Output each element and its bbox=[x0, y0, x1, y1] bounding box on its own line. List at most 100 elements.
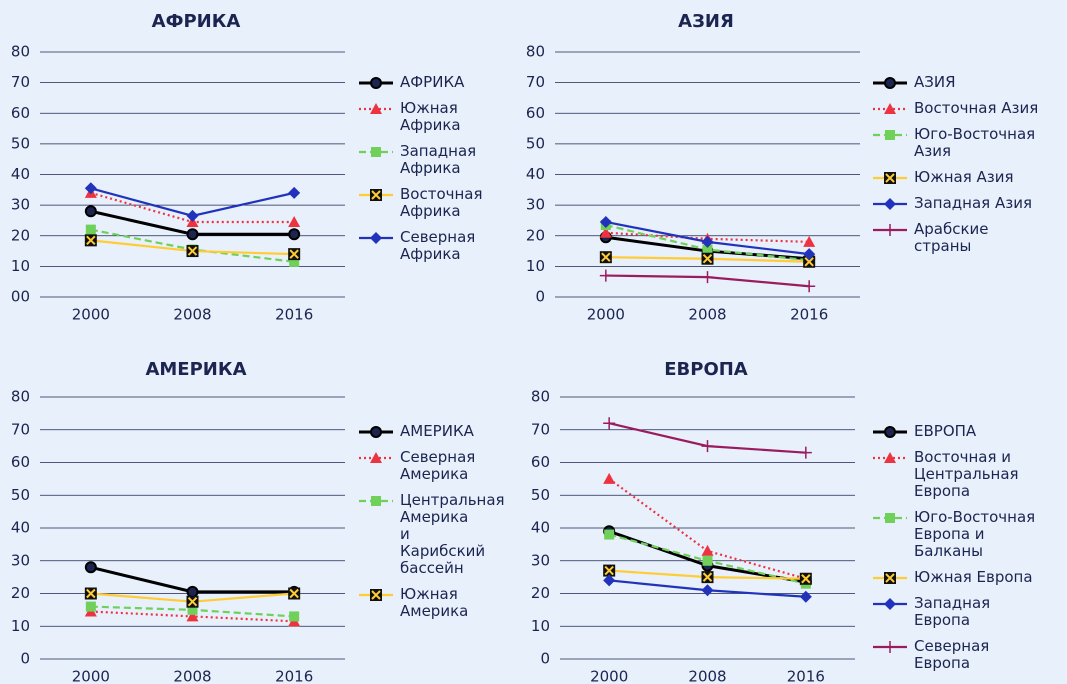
legend-item: Западная Африка bbox=[358, 142, 477, 177]
legend-label: Южная Азия bbox=[914, 168, 1014, 186]
y-tick-label: 60 bbox=[531, 453, 550, 471]
y-tick-label: 80 bbox=[11, 388, 30, 406]
legend-item: Центральная Америка и Карибский бассейн bbox=[358, 492, 505, 577]
legend-label: Юго-Восточная Азия bbox=[914, 125, 1036, 160]
marker-cross bbox=[604, 565, 614, 576]
legend-item: Северная Америка bbox=[358, 448, 476, 483]
marker bbox=[370, 426, 382, 438]
legend-item: Восточная Африка bbox=[358, 186, 483, 220]
y-tick-label: 60 bbox=[11, 104, 30, 122]
marker bbox=[84, 205, 97, 218]
y-tick-label: 60 bbox=[526, 104, 545, 122]
chart-title: ЕВРОПА bbox=[664, 359, 748, 380]
marker bbox=[599, 269, 612, 282]
marker-cross bbox=[289, 249, 299, 259]
marker bbox=[701, 440, 714, 453]
marker bbox=[370, 232, 382, 244]
legend-swatch bbox=[359, 452, 393, 463]
x-tick-label: 2016 bbox=[275, 306, 313, 324]
y-tick-label: 80 bbox=[531, 388, 550, 406]
legend-label: Южная Африка bbox=[400, 99, 461, 134]
marker-cross bbox=[801, 574, 811, 584]
marker-cross bbox=[289, 588, 299, 599]
legend-label: АМЕРИКА bbox=[400, 422, 474, 440]
legend-item: АЗИЯ bbox=[872, 74, 1042, 91]
legend-item: Юго-Восточная Азия bbox=[872, 126, 1042, 160]
marker-cross bbox=[702, 254, 713, 264]
legend-label: АЗИЯ bbox=[914, 73, 956, 91]
marker-cross bbox=[371, 590, 381, 600]
y-tick-label: 50 bbox=[11, 486, 30, 504]
x-tick-label: 2000 bbox=[72, 306, 110, 324]
y-tick-label: 30 bbox=[526, 196, 545, 214]
marker bbox=[288, 228, 301, 241]
x-tick-label: 2000 bbox=[587, 306, 625, 324]
marker bbox=[85, 224, 96, 235]
y-tick-label: 20 bbox=[531, 584, 550, 602]
legend-label: Западная Европа bbox=[914, 594, 991, 629]
marker bbox=[702, 244, 713, 255]
marker bbox=[884, 426, 896, 438]
x-tick-label: 2008 bbox=[173, 668, 211, 684]
legend-swatch bbox=[873, 598, 907, 610]
y-tick-label: 40 bbox=[526, 165, 545, 183]
y-tick-label: 20 bbox=[526, 226, 545, 244]
legend-label: Северная Европа bbox=[914, 637, 990, 672]
y-tick-label: 80 bbox=[11, 43, 30, 61]
marker bbox=[803, 255, 816, 268]
chart-title: АМЕРИКА bbox=[145, 359, 246, 380]
marker bbox=[884, 641, 896, 653]
legend-label: Северная Америка bbox=[400, 448, 476, 483]
legend-swatch bbox=[359, 77, 393, 89]
marker bbox=[702, 555, 713, 566]
y-tick-label: 70 bbox=[526, 73, 545, 91]
y-tick-label: 20 bbox=[11, 226, 30, 244]
legend-label: Северная Африка bbox=[400, 228, 476, 263]
marker bbox=[84, 234, 97, 247]
y-tick-label: 30 bbox=[11, 551, 30, 569]
legend-label: ЕВРОПА bbox=[914, 422, 977, 440]
marker bbox=[84, 587, 97, 600]
legend-swatch bbox=[359, 232, 393, 244]
legend-swatch bbox=[873, 641, 907, 653]
marker-cross bbox=[702, 572, 713, 582]
marker bbox=[884, 598, 896, 610]
x-tick-label: 2000 bbox=[72, 668, 110, 684]
marker bbox=[186, 209, 199, 222]
marker bbox=[603, 417, 616, 430]
marker bbox=[370, 189, 382, 201]
marker-cross bbox=[885, 573, 895, 583]
x-tick-label: 2008 bbox=[688, 306, 726, 324]
marker bbox=[803, 280, 816, 293]
marker bbox=[799, 590, 812, 603]
legend-swatch bbox=[873, 224, 907, 236]
y-tick-label: 00 bbox=[11, 288, 30, 306]
y-tick-label: 0 bbox=[535, 288, 545, 306]
legend-item: Арабские страны bbox=[872, 221, 1042, 255]
y-tick-label: 10 bbox=[526, 257, 545, 275]
marker bbox=[370, 77, 382, 89]
legend-item: Южная Америка bbox=[358, 586, 473, 620]
legend-swatch bbox=[873, 172, 907, 184]
y-tick-label: 10 bbox=[11, 617, 30, 635]
marker bbox=[799, 446, 812, 459]
legend-label: Южная Америка bbox=[400, 585, 469, 620]
legend-item: Южная Европа bbox=[872, 569, 1047, 586]
marker bbox=[884, 172, 896, 184]
marker bbox=[884, 452, 896, 463]
y-tick-label: 30 bbox=[531, 551, 550, 569]
legend-item: Северная Европа bbox=[872, 638, 1047, 672]
marker-cross bbox=[86, 235, 96, 246]
legend-label: Западная Африка bbox=[400, 142, 477, 177]
y-tick-label: 40 bbox=[11, 165, 30, 183]
y-tick-label: 30 bbox=[11, 196, 30, 214]
marker bbox=[186, 610, 199, 622]
marker bbox=[604, 529, 615, 540]
marker bbox=[187, 604, 198, 615]
legend-label: Восточная и Центральная Европа bbox=[914, 448, 1019, 500]
chart-title: АЗИЯ bbox=[678, 11, 734, 32]
marker bbox=[289, 256, 300, 267]
y-tick-label: 0 bbox=[20, 650, 30, 668]
chart-title: АФРИКА bbox=[152, 11, 241, 32]
